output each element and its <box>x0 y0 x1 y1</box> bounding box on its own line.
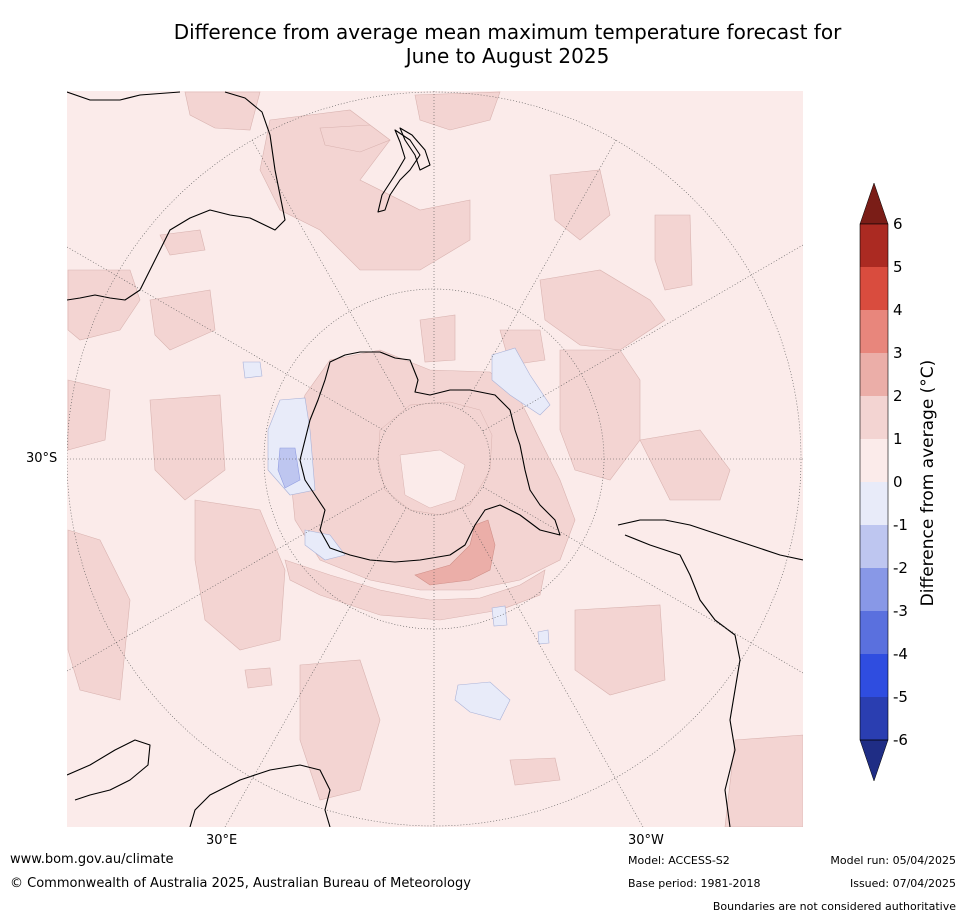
colorbar <box>859 182 889 782</box>
anomaly-patch <box>244 667 273 689</box>
colorbar-bin <box>860 396 888 439</box>
longitude-label-30w: 30°W <box>628 833 664 848</box>
anomaly-patch <box>574 604 666 696</box>
anomaly-patch <box>284 559 546 621</box>
coastlines <box>67 91 803 827</box>
anomaly-patch <box>491 347 551 416</box>
map-title: Difference from average mean maximum tem… <box>60 20 955 68</box>
anomaly-patch <box>67 529 131 701</box>
colorbar-under-arrow <box>859 739 889 782</box>
anomaly-patch <box>414 91 501 131</box>
colorbar-bin <box>860 267 888 310</box>
anomaly-patch <box>67 379 111 451</box>
anomaly-patch <box>724 734 803 827</box>
model-run-date: Model run: 05/04/2025 <box>830 854 956 867</box>
longitude-label-30e: 30°E <box>206 833 238 848</box>
colorbar-bin <box>860 611 888 654</box>
latitude-label-30s: 30°S <box>26 451 58 466</box>
new-zealand-coastline <box>377 129 421 213</box>
colorbar-tick: -1 <box>893 516 908 534</box>
anomaly-patch <box>491 605 508 627</box>
anomaly-patch <box>454 681 511 721</box>
meridian-line <box>251 139 407 411</box>
colorbar-tick: 3 <box>893 344 903 362</box>
issued-date: Issued: 07/04/2025 <box>849 877 956 890</box>
anomaly-patch <box>194 499 286 651</box>
colorbar-tick: 4 <box>893 301 903 319</box>
anomaly-patch <box>509 757 561 786</box>
anomaly-patch <box>184 91 261 131</box>
anomaly-patch <box>539 269 666 351</box>
colorbar-bin <box>860 654 888 697</box>
meridian-line <box>67 486 386 672</box>
antarctica-coastline <box>299 351 561 563</box>
anomaly-patch <box>639 429 731 501</box>
anomaly-patch <box>299 659 381 801</box>
boundaries-disclaimer: Boundaries are not considered authoritat… <box>712 900 956 913</box>
colorbar-label: Difference from average (°C) <box>918 359 938 607</box>
anomaly-patch <box>304 529 346 561</box>
colorbar-tick: -5 <box>893 688 908 706</box>
anomaly-patch <box>67 269 141 341</box>
colorbar-bin <box>860 353 888 396</box>
new-zealand-north-coastline <box>399 127 431 171</box>
anomaly-patch <box>149 289 216 351</box>
meridian-line <box>461 507 644 827</box>
anomaly-patch <box>414 519 496 586</box>
colorbar-bin <box>860 568 888 611</box>
anomaly-patch <box>149 394 226 501</box>
anomaly-patch <box>242 361 263 379</box>
map-title-line1: Difference from average mean maximum tem… <box>173 20 842 44</box>
colorbar-tick: 0 <box>893 473 903 491</box>
anomaly-patch <box>537 629 550 645</box>
colorbar-tick: 2 <box>893 387 903 405</box>
antarctica-neutral-region <box>399 449 466 509</box>
africa-coastline <box>67 739 331 827</box>
anomaly-patch <box>654 214 693 291</box>
meridian-line <box>224 507 407 827</box>
colorbar-tick: 5 <box>893 258 903 276</box>
anomaly-patch <box>549 169 611 241</box>
colorbar-tick: 1 <box>893 430 903 448</box>
colorbar-bin <box>860 697 888 740</box>
colorbar-bin <box>860 525 888 568</box>
colorbar-tick: -6 <box>893 731 908 749</box>
colorbar-outline <box>859 223 889 741</box>
colorbar-bin <box>860 482 888 525</box>
colorbar-bin <box>860 439 888 482</box>
website-link[interactable]: www.bom.gov.au/climate <box>10 852 174 867</box>
meridian-line <box>461 139 617 411</box>
colorbar-bin <box>860 224 888 267</box>
colorbar-tick: 6 <box>893 215 903 233</box>
meridian-line <box>67 246 386 432</box>
anomaly-patch <box>319 124 391 153</box>
base-period: Base period: 1981-2018 <box>628 877 761 890</box>
colorbar-over-arrow <box>859 182 889 225</box>
colorbar-bin <box>860 310 888 353</box>
colorbar-tick: -3 <box>893 602 908 620</box>
anomaly-patch <box>419 314 456 363</box>
australia-coastline <box>67 91 286 301</box>
map-title-line2: June to August 2025 <box>405 44 610 68</box>
anomaly-patch <box>559 349 641 481</box>
anomaly-patch <box>159 229 206 256</box>
copyright-notice: © Commonwealth of Australia 2025, Austra… <box>10 876 471 891</box>
colorbar-tick: -2 <box>893 559 908 577</box>
map-panel <box>67 91 803 827</box>
anomaly-patch <box>277 447 301 489</box>
model-name: Model: ACCESS-S2 <box>628 854 730 867</box>
south-america-coastline <box>617 519 803 827</box>
strong-warm-anomaly <box>414 519 496 586</box>
colorbar-tick: -4 <box>893 645 908 663</box>
stronger-cool-anomaly <box>277 447 301 489</box>
graticule <box>67 91 803 827</box>
